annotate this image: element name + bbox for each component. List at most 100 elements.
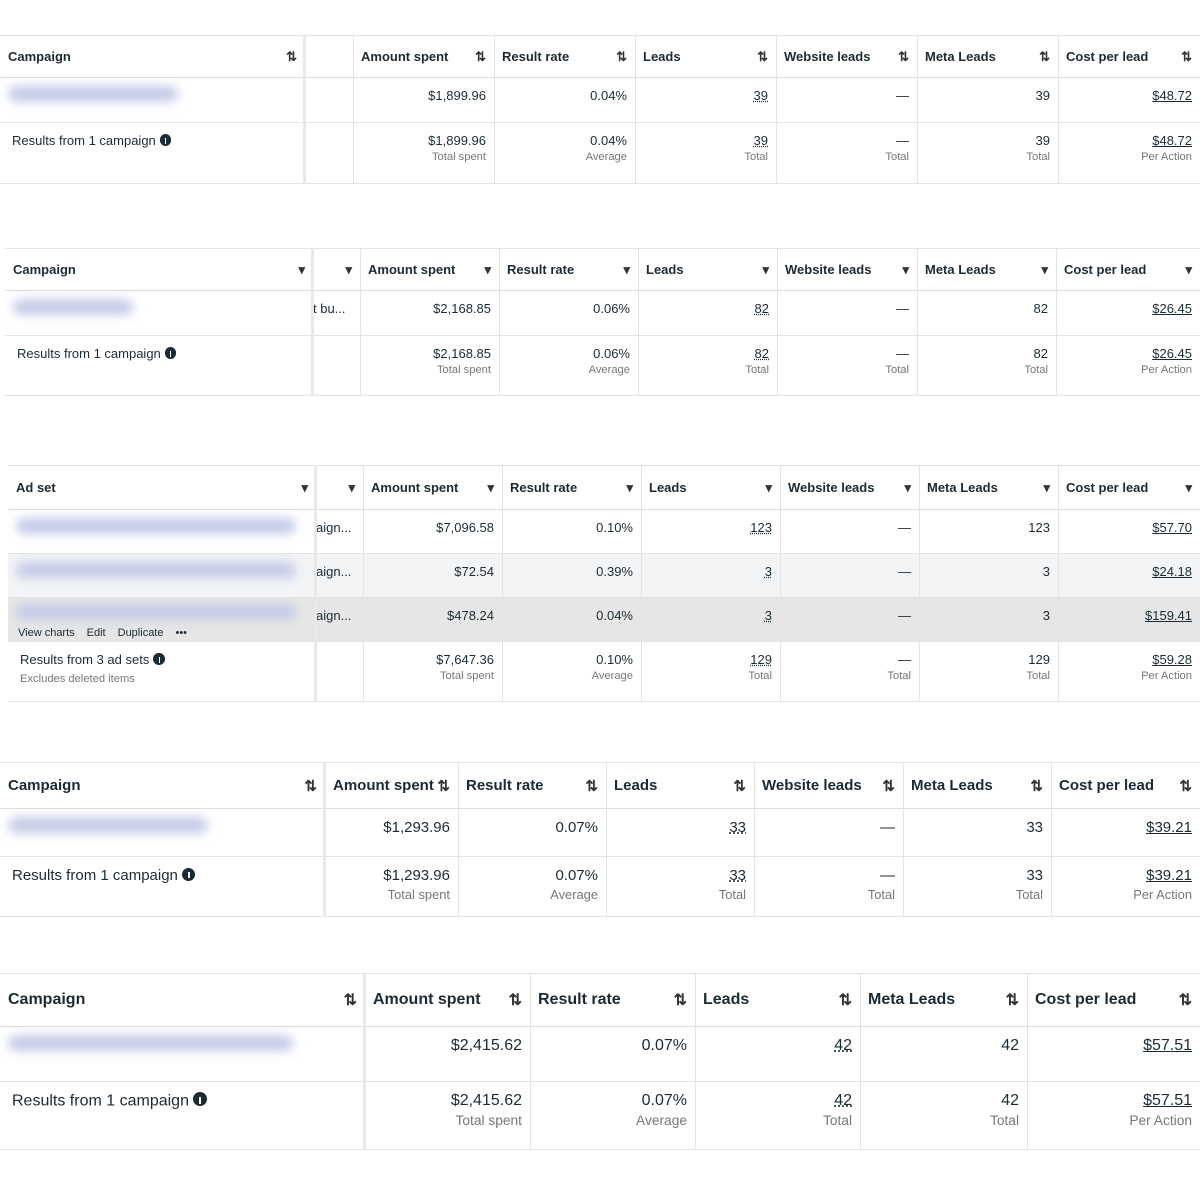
column-divider (458, 762, 459, 917)
column-header[interactable]: Amount spent ▾ (360, 248, 499, 291)
column-header[interactable]: ▾ (316, 465, 363, 510)
summary-text: Results from 1 campaign (12, 1092, 189, 1110)
summary-value: 42 (1001, 1092, 1019, 1109)
header-text: Amount spent (361, 49, 449, 64)
sort-icon: ⇅ (898, 48, 909, 64)
column-header[interactable]: Result rate ⇅ (458, 762, 606, 809)
column-header[interactable]: Meta Leads ⇅ (903, 762, 1051, 809)
column-header[interactable]: Amount spent ⇅ (325, 762, 458, 809)
summary-sub: Total spent (439, 670, 494, 682)
column-header[interactable]: Amount spent ⇅ (365, 973, 530, 1027)
header-text: Leads (703, 991, 750, 1008)
name-cell (8, 554, 316, 598)
value: $72.54 (454, 564, 494, 579)
value-cell: $26.45 (1056, 291, 1200, 336)
column-header[interactable]: Meta Leads ⇅ (917, 35, 1058, 78)
summary-value: 0.07% (555, 867, 598, 884)
value-cell: $24.18 (1058, 554, 1200, 598)
column-divider (499, 248, 500, 396)
value-cell: $159.41 (1058, 598, 1200, 642)
sort-icon: ⇅ (304, 777, 317, 795)
column-divider (641, 465, 642, 702)
summary-value: $1,293.96 (383, 867, 450, 884)
column-header[interactable]: Campaign ▾ (5, 248, 313, 291)
table-bottom (5, 395, 1200, 396)
value: 123 (750, 520, 772, 535)
summary-sub: Total (1024, 364, 1048, 376)
summary-label: Results from 1 campaign (5, 336, 313, 396)
column-divider (903, 762, 904, 917)
value: — (898, 520, 911, 535)
column-header[interactable]: Amount spent ▾ (363, 465, 502, 510)
value: — (880, 819, 895, 836)
sort-icon: ▾ (1043, 479, 1050, 495)
column-header[interactable]: Amount spent ⇅ (353, 35, 494, 78)
value: 39 (753, 88, 768, 103)
header-row (0, 973, 1200, 1027)
column-header[interactable]: Cost per lead ⇅ (1027, 973, 1200, 1027)
column-header[interactable]: Campaign ⇅ (0, 973, 365, 1027)
column-header[interactable]: ▾ (313, 248, 360, 291)
value-cell: — (776, 78, 917, 123)
value: 82 (754, 301, 769, 316)
info-icon (159, 134, 172, 146)
column-header[interactable]: Cost per lead ▾ (1058, 465, 1200, 510)
column-header[interactable]: Result rate ▾ (499, 248, 638, 291)
header-text: Cost per lead (1066, 480, 1149, 495)
summary-cell: 0.06% Average (499, 336, 638, 396)
header-text: Result rate (538, 991, 621, 1008)
column-header[interactable]: Website leads ▾ (780, 465, 919, 510)
column-header[interactable]: Meta Leads ▾ (919, 465, 1058, 510)
value-cell: — (754, 809, 903, 857)
column-header[interactable]: Cost per lead ⇅ (1058, 35, 1200, 78)
summary-note: Excludes deleted items (20, 673, 135, 685)
column-header[interactable]: Leads ⇅ (606, 762, 754, 809)
truncated-text: aign... (316, 564, 352, 579)
column-header[interactable]: Result rate ⇅ (494, 35, 635, 78)
column-header[interactable] (305, 35, 353, 78)
summary-cell: $48.72 Per Action (1058, 123, 1200, 184)
summary-value: 129 (1028, 652, 1050, 667)
summary-text: Results from 1 campaign (17, 346, 161, 361)
column-divider (323, 762, 326, 917)
summary-value: 0.10% (596, 652, 633, 667)
column-header[interactable]: Cost per lead ⇅ (1051, 762, 1200, 809)
summary-sub: Total (885, 151, 909, 163)
summary-cell: 39 Total (917, 123, 1058, 184)
column-header[interactable]: Campaign ⇅ (0, 762, 325, 809)
summary-cell: 33 Total (903, 857, 1051, 917)
summary-cell: $26.45 Per Action (1056, 336, 1200, 396)
column-header[interactable]: Leads ▾ (638, 248, 777, 291)
summary-label: Results from 3 ad sets Excludes deleted i… (8, 642, 316, 702)
summary-value: $7,647.36 (436, 652, 494, 667)
value: $57.51 (1143, 1037, 1192, 1054)
value: — (896, 88, 909, 103)
value: 33 (1026, 819, 1043, 836)
name-cell (5, 291, 313, 336)
column-header[interactable]: Ad set ▾ (8, 465, 316, 510)
column-header[interactable]: Website leads ⇅ (776, 35, 917, 78)
column-header[interactable]: Campaign ⇅ (0, 35, 305, 78)
column-header[interactable]: Leads ⇅ (635, 35, 776, 78)
column-divider (860, 973, 861, 1150)
summary-sub: Average (550, 887, 598, 902)
column-header[interactable]: Meta Leads ▾ (917, 248, 1056, 291)
column-header[interactable]: Leads ⇅ (695, 973, 860, 1027)
column-header[interactable]: Website leads ▾ (777, 248, 917, 291)
summary-cell: $1,899.96 Total spent (353, 123, 494, 184)
column-header[interactable]: Result rate ⇅ (530, 973, 695, 1027)
column-header[interactable]: Result rate ▾ (502, 465, 641, 510)
value: $7,096.58 (436, 520, 494, 535)
sort-icon: ▾ (298, 261, 305, 277)
sort-icon: ⇅ (475, 48, 486, 64)
column-header[interactable]: Website leads ⇅ (754, 762, 903, 809)
blurred-name (8, 1035, 293, 1051)
sort-icon: ⇅ (673, 992, 687, 1009)
column-header[interactable]: Cost per lead ▾ (1056, 248, 1200, 291)
header-text: Website leads (762, 777, 862, 794)
column-header[interactable]: Leads ▾ (641, 465, 780, 510)
header-text: Leads (614, 777, 658, 794)
header-text: Meta Leads (868, 991, 956, 1008)
column-header[interactable]: Meta Leads ⇅ (860, 973, 1027, 1027)
header-text: Cost per lead (1059, 777, 1155, 794)
